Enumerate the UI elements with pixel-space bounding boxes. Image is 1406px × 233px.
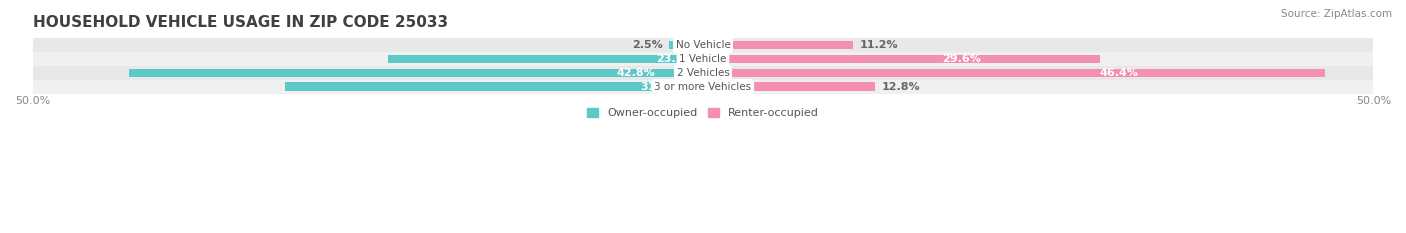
Text: 2.5%: 2.5% [633, 40, 662, 50]
Bar [32, 52, 1374, 66]
Text: 29.6%: 29.6% [942, 54, 981, 64]
Text: No Vehicle: No Vehicle [675, 40, 731, 50]
Text: 23.5%: 23.5% [655, 54, 695, 64]
Text: Source: ZipAtlas.com: Source: ZipAtlas.com [1281, 9, 1392, 19]
Bar [703, 55, 1099, 63]
Text: 11.2%: 11.2% [860, 40, 898, 50]
Bar [32, 38, 1374, 52]
Text: HOUSEHOLD VEHICLE USAGE IN ZIP CODE 25033: HOUSEHOLD VEHICLE USAGE IN ZIP CODE 2503… [32, 15, 447, 30]
Text: 46.4%: 46.4% [1099, 68, 1139, 78]
Legend: Owner-occupied, Renter-occupied: Owner-occupied, Renter-occupied [582, 103, 824, 123]
Bar [703, 69, 1324, 77]
Bar [32, 80, 1374, 94]
Text: 1 Vehicle: 1 Vehicle [679, 54, 727, 64]
Bar [388, 55, 703, 63]
Bar [703, 82, 875, 91]
Bar [669, 41, 703, 49]
Text: 42.8%: 42.8% [617, 68, 655, 78]
Bar [703, 41, 853, 49]
Bar [284, 82, 703, 91]
Text: 2 Vehicles: 2 Vehicles [676, 68, 730, 78]
Text: 3 or more Vehicles: 3 or more Vehicles [654, 82, 752, 92]
Text: 12.8%: 12.8% [882, 82, 920, 92]
Text: 31.2%: 31.2% [640, 82, 679, 92]
Bar [32, 66, 1374, 80]
Bar [129, 69, 703, 77]
